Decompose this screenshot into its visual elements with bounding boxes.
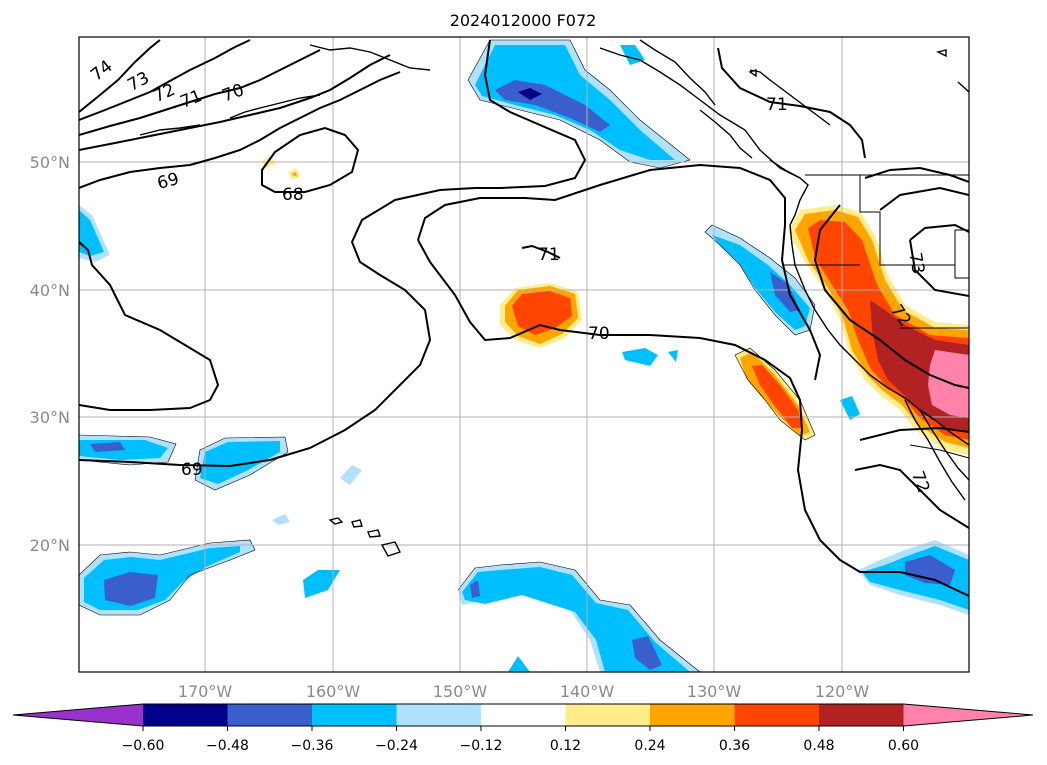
colorbar-tick-label: 0.48	[803, 738, 834, 754]
lon-label: 120°W	[815, 682, 870, 701]
height-contours	[79, 39, 969, 597]
colorbar-tick-label: −0.48	[206, 738, 249, 754]
negative-anomaly-patches	[79, 40, 969, 672]
gridlines	[79, 37, 969, 672]
contour-label: 71	[538, 245, 560, 265]
lon-label: 170°W	[178, 682, 233, 701]
lon-label: 150°W	[433, 682, 488, 701]
colorbar-segment	[734, 704, 820, 726]
colorbar: −0.60 −0.48 −0.36 −0.24 −0.12 0.12 0.24 0.36 0.4…	[12, 703, 1034, 754]
colorbar-segment	[819, 704, 904, 726]
colorbar-tick-label: 0.24	[634, 738, 665, 754]
colorbar-tick-label: 0.12	[550, 738, 581, 754]
map-title: 2024012000 F072	[450, 11, 597, 30]
map-area	[79, 37, 969, 672]
colorbar-segment	[650, 704, 735, 726]
colorbar-segment	[143, 704, 228, 726]
colorbar-segment	[565, 704, 651, 726]
colorbar-tick-label: −0.12	[460, 738, 503, 754]
lon-label: 140°W	[560, 682, 615, 701]
anomaly-outlines	[79, 39, 816, 672]
colorbar-tick-label: −0.36	[291, 738, 334, 754]
colorbar-segment	[227, 704, 313, 726]
colorbar-tick-label: 0.36	[719, 738, 750, 754]
lat-label: 40°N	[30, 281, 70, 300]
colorbar-segment	[312, 704, 397, 726]
colorbar-tick-label: 0.60	[888, 738, 919, 754]
lon-label: 130°W	[687, 682, 742, 701]
coastlines	[139, 39, 969, 557]
colorbar-segment	[481, 704, 566, 726]
colorbar-tick-label: −0.24	[375, 738, 418, 754]
positive-anomaly-patches	[262, 156, 969, 455]
lon-label: 160°W	[306, 682, 361, 701]
contour-label: 69	[181, 460, 203, 480]
political-borders	[782, 174, 969, 459]
colorbar-tick-label: −0.60	[122, 738, 165, 754]
map-frame	[78, 36, 970, 673]
contour-label: 71	[766, 95, 788, 115]
lat-label: 20°N	[30, 536, 70, 555]
lat-label: 50°N	[30, 153, 70, 172]
longitude-labels: 170°W 160°W 150°W 140°W 130°W 120°W	[178, 682, 870, 701]
contour-label: 73	[905, 251, 928, 276]
lat-label: 30°N	[30, 408, 70, 427]
colorbar-extend-low	[13, 704, 143, 726]
latitude-labels: 50°N 40°N 30°N 20°N	[30, 153, 70, 555]
colorbar-segment	[396, 704, 482, 726]
contour-label: 70	[588, 324, 610, 344]
contour-label: 68	[282, 185, 304, 205]
colorbar-extend-high	[903, 704, 1033, 726]
